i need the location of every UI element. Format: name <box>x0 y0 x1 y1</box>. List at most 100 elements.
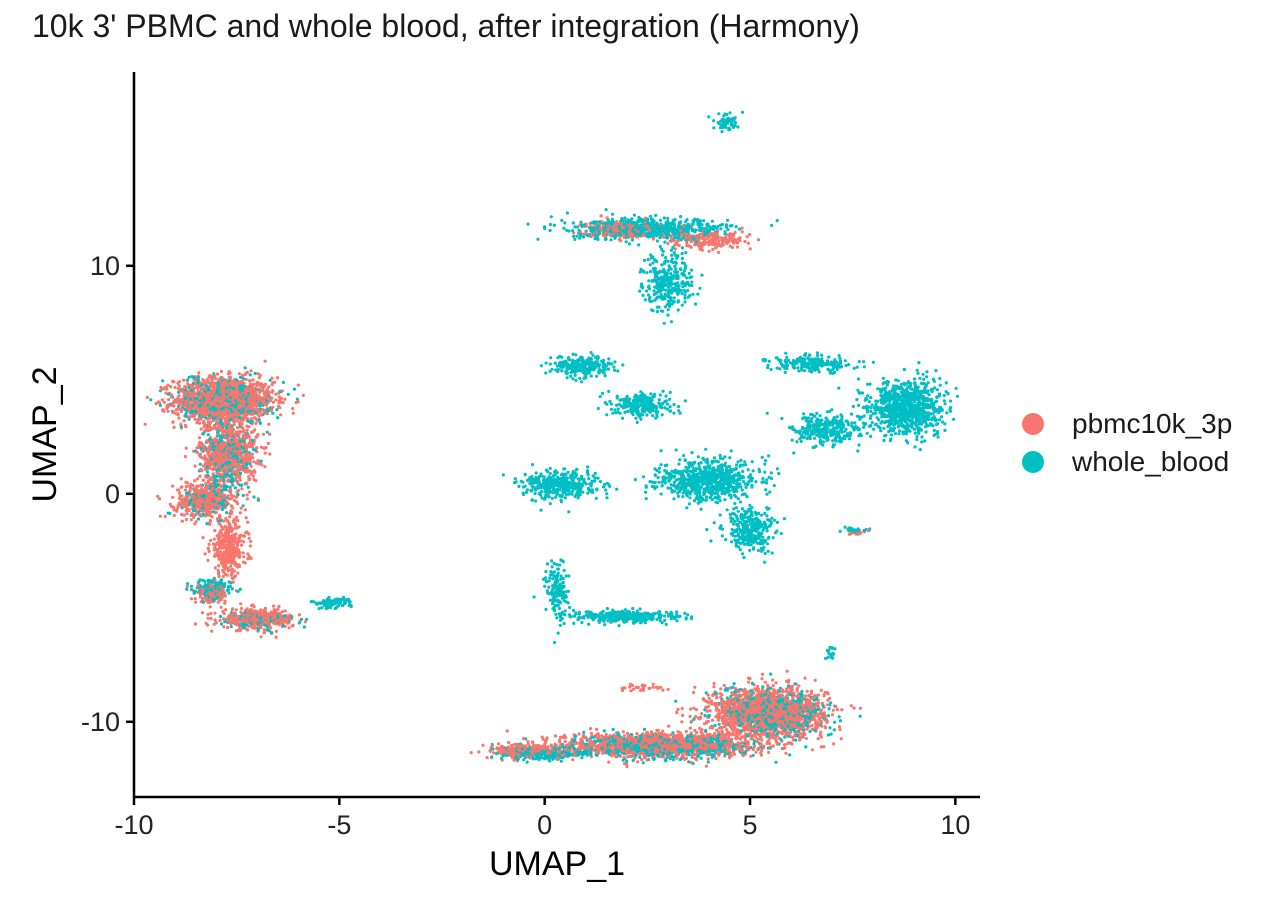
point-whole-blood <box>705 495 709 499</box>
point-whole-blood <box>840 417 844 421</box>
point-whole-blood <box>915 437 919 442</box>
point-whole-blood <box>751 469 755 473</box>
point-whole-blood <box>857 443 861 447</box>
point-whole-blood <box>244 463 249 467</box>
point-pbmc10k-3p <box>840 708 844 712</box>
point-whole-blood <box>778 367 782 371</box>
point-whole-blood <box>932 433 936 437</box>
point-whole-blood <box>571 221 575 225</box>
point-pbmc10k-3p <box>301 393 305 397</box>
point-whole-blood <box>838 529 842 534</box>
point-whole-blood <box>862 425 866 429</box>
point-whole-blood <box>718 513 722 517</box>
point-pbmc10k-3p <box>717 250 721 255</box>
point-pbmc10k-3p <box>830 713 835 717</box>
point-whole-blood <box>241 493 245 497</box>
point-pbmc10k-3p <box>209 616 213 621</box>
point-whole-blood <box>835 367 839 372</box>
point-pbmc10k-3p <box>825 703 830 707</box>
point-whole-blood <box>710 219 715 223</box>
point-pbmc10k-3p <box>740 230 744 234</box>
point-pbmc10k-3p <box>166 409 170 413</box>
point-whole-blood <box>682 261 686 265</box>
point-whole-blood <box>693 302 698 306</box>
point-pbmc10k-3p <box>245 428 249 432</box>
point-whole-blood <box>862 360 866 364</box>
point-pbmc10k-3p <box>251 378 255 382</box>
point-whole-blood <box>513 477 517 481</box>
point-pbmc10k-3p <box>275 376 280 380</box>
point-whole-blood <box>804 419 808 423</box>
point-whole-blood <box>708 226 713 230</box>
point-whole-blood <box>663 618 667 623</box>
point-whole-blood <box>740 507 745 511</box>
point-whole-blood <box>598 480 603 484</box>
point-pbmc10k-3p <box>675 710 679 715</box>
point-pbmc10k-3p <box>256 432 260 437</box>
point-whole-blood <box>683 611 687 615</box>
point-whole-blood <box>572 621 576 626</box>
point-pbmc10k-3p <box>243 508 247 512</box>
point-whole-blood <box>548 466 552 470</box>
point-whole-blood <box>935 395 939 400</box>
point-whole-blood <box>601 485 606 489</box>
point-whole-blood <box>777 471 781 476</box>
point-whole-blood <box>674 448 678 452</box>
point-whole-blood <box>687 502 692 506</box>
point-whole-blood <box>792 451 796 455</box>
point-pbmc10k-3p <box>250 452 254 456</box>
point-whole-blood <box>605 496 609 500</box>
point-pbmc10k-3p <box>177 380 182 384</box>
point-pbmc10k-3p <box>208 522 212 527</box>
point-whole-blood <box>892 426 897 430</box>
point-whole-blood <box>651 414 655 418</box>
point-pbmc10k-3p <box>693 685 697 689</box>
point-whole-blood <box>764 459 768 463</box>
point-pbmc10k-3p <box>246 628 250 632</box>
point-whole-blood <box>567 574 571 578</box>
point-pbmc10k-3p <box>722 683 726 688</box>
point-whole-blood <box>557 606 562 611</box>
point-whole-blood <box>720 534 724 538</box>
point-whole-blood <box>673 282 677 286</box>
point-whole-blood <box>816 353 820 358</box>
point-whole-blood <box>760 549 764 553</box>
point-pbmc10k-3p <box>254 435 258 439</box>
point-pbmc10k-3p <box>197 371 201 375</box>
point-pbmc10k-3p <box>172 425 176 429</box>
point-whole-blood <box>797 369 801 373</box>
point-pbmc10k-3p <box>194 600 198 604</box>
point-pbmc10k-3p <box>684 729 688 734</box>
point-pbmc10k-3p <box>263 359 267 363</box>
point-whole-blood <box>774 760 778 764</box>
point-whole-blood <box>553 640 557 645</box>
point-whole-blood <box>918 448 922 452</box>
point-whole-blood <box>276 416 280 420</box>
point-whole-blood <box>643 298 647 302</box>
point-whole-blood <box>699 507 703 511</box>
point-whole-blood <box>623 216 627 220</box>
point-whole-blood <box>611 727 615 732</box>
point-pbmc10k-3p <box>698 726 702 731</box>
point-whole-blood <box>647 279 651 283</box>
point-pbmc10k-3p <box>184 446 188 450</box>
point-pbmc10k-3p <box>666 687 670 692</box>
point-whole-blood <box>586 465 590 469</box>
point-whole-blood <box>638 607 642 611</box>
point-whole-blood <box>544 468 549 472</box>
point-whole-blood <box>680 246 685 250</box>
point-pbmc10k-3p <box>666 241 670 246</box>
point-whole-blood <box>680 251 684 256</box>
point-whole-blood <box>702 458 706 462</box>
point-whole-blood <box>634 416 638 420</box>
point-whole-blood <box>683 300 687 304</box>
point-pbmc10k-3p <box>571 758 575 762</box>
point-pbmc10k-3p <box>279 396 283 401</box>
point-whole-blood <box>549 215 553 219</box>
point-whole-blood <box>687 271 691 275</box>
point-whole-blood <box>616 369 620 373</box>
point-whole-blood <box>668 405 672 409</box>
point-whole-blood <box>839 413 843 417</box>
point-pbmc10k-3p <box>595 727 599 732</box>
point-whole-blood <box>668 397 672 401</box>
